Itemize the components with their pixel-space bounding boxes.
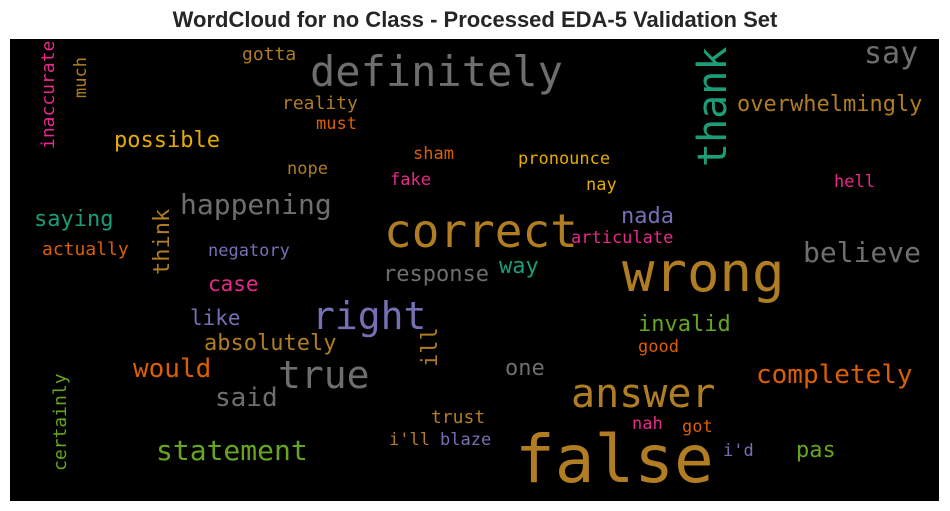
cloud-word: articulate [571, 228, 674, 248]
cloud-word: nah [632, 414, 663, 434]
cloud-word: pronounce [518, 149, 611, 169]
cloud-word: certainly [50, 373, 71, 471]
cloud-word: ill [418, 327, 443, 367]
cloud-word: sham [413, 144, 454, 164]
cloud-word: i'd [723, 441, 754, 461]
cloud-word: much [71, 57, 91, 98]
cloud-word: blaze [440, 430, 492, 450]
word-cloud: definitely say thank gotta inaccurate much rea… [10, 39, 939, 501]
cloud-word: right [312, 294, 427, 338]
cloud-word: actually [42, 239, 129, 260]
cloud-word: thank [690, 46, 736, 167]
cloud-word: like [190, 306, 241, 330]
cloud-word: invalid [638, 312, 731, 337]
cloud-word: reality [282, 93, 358, 114]
cloud-word: nay [586, 175, 617, 195]
cloud-word: false [515, 421, 714, 498]
cloud-word: think [150, 208, 175, 275]
cloud-word: completely [756, 360, 913, 390]
cloud-word: nada [621, 204, 674, 229]
chart-title: WordCloud for no Class - Processed EDA-5… [172, 7, 778, 32]
cloud-word: negatory [208, 241, 290, 261]
cloud-word: possible [114, 128, 220, 153]
cloud-word: gotta [242, 44, 297, 65]
cloud-word: wrong [622, 241, 785, 304]
cloud-word: one [505, 356, 545, 381]
cloud-word: got [682, 417, 713, 437]
cloud-word: good [638, 337, 679, 357]
cloud-word: must [316, 114, 357, 134]
cloud-word: happening [180, 188, 332, 221]
cloud-word: said [215, 383, 278, 413]
cloud-word: trust [431, 407, 486, 428]
cloud-word: i'll [389, 430, 430, 450]
cloud-word: correct [384, 204, 578, 258]
cloud-word: saying [34, 207, 114, 232]
cloud-word: overwhelmingly [737, 92, 923, 117]
cloud-word: absolutely [204, 331, 337, 356]
cloud-word: way [499, 254, 539, 279]
cloud-word: statement [156, 434, 308, 467]
cloud-word: hell [834, 172, 875, 192]
cloud-word: true [278, 353, 370, 397]
cloud-word: pas [796, 438, 836, 463]
cloud-word: answer [571, 371, 716, 417]
cloud-word: definitely [310, 47, 563, 96]
cloud-word: say [864, 39, 919, 71]
cloud-word: fake [390, 170, 431, 190]
cloud-word: would [133, 354, 212, 384]
cloud-word: inaccurate [38, 40, 59, 149]
cloud-word: response [383, 262, 489, 287]
cloud-word: believe [803, 236, 922, 269]
cloud-word: nope [287, 159, 328, 179]
cloud-word: case [208, 272, 259, 296]
